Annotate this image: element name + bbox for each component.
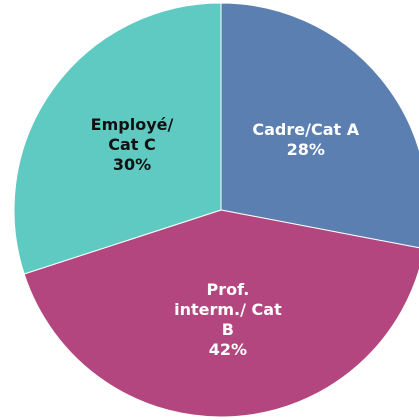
- category-label: Employé/ Cat C: [90, 115, 174, 155]
- category-label: Cadre/Cat A: [252, 119, 360, 139]
- value-label: 28%: [286, 139, 325, 159]
- value-label: 42%: [208, 339, 248, 359]
- value-label: 30%: [112, 155, 152, 175]
- pie-slice: [23, 209, 419, 418]
- pie-slice: [13, 2, 222, 275]
- pie-slice: [220, 2, 419, 249]
- slice-label: Prof. interm./ Cat B 42%: [172, 280, 284, 360]
- slice-label: Employé/ Cat C 30%: [76, 115, 188, 175]
- category-label: Prof. interm./ Cat B: [174, 279, 282, 339]
- slice-label: Cadre/Cat A 28%: [250, 120, 362, 160]
